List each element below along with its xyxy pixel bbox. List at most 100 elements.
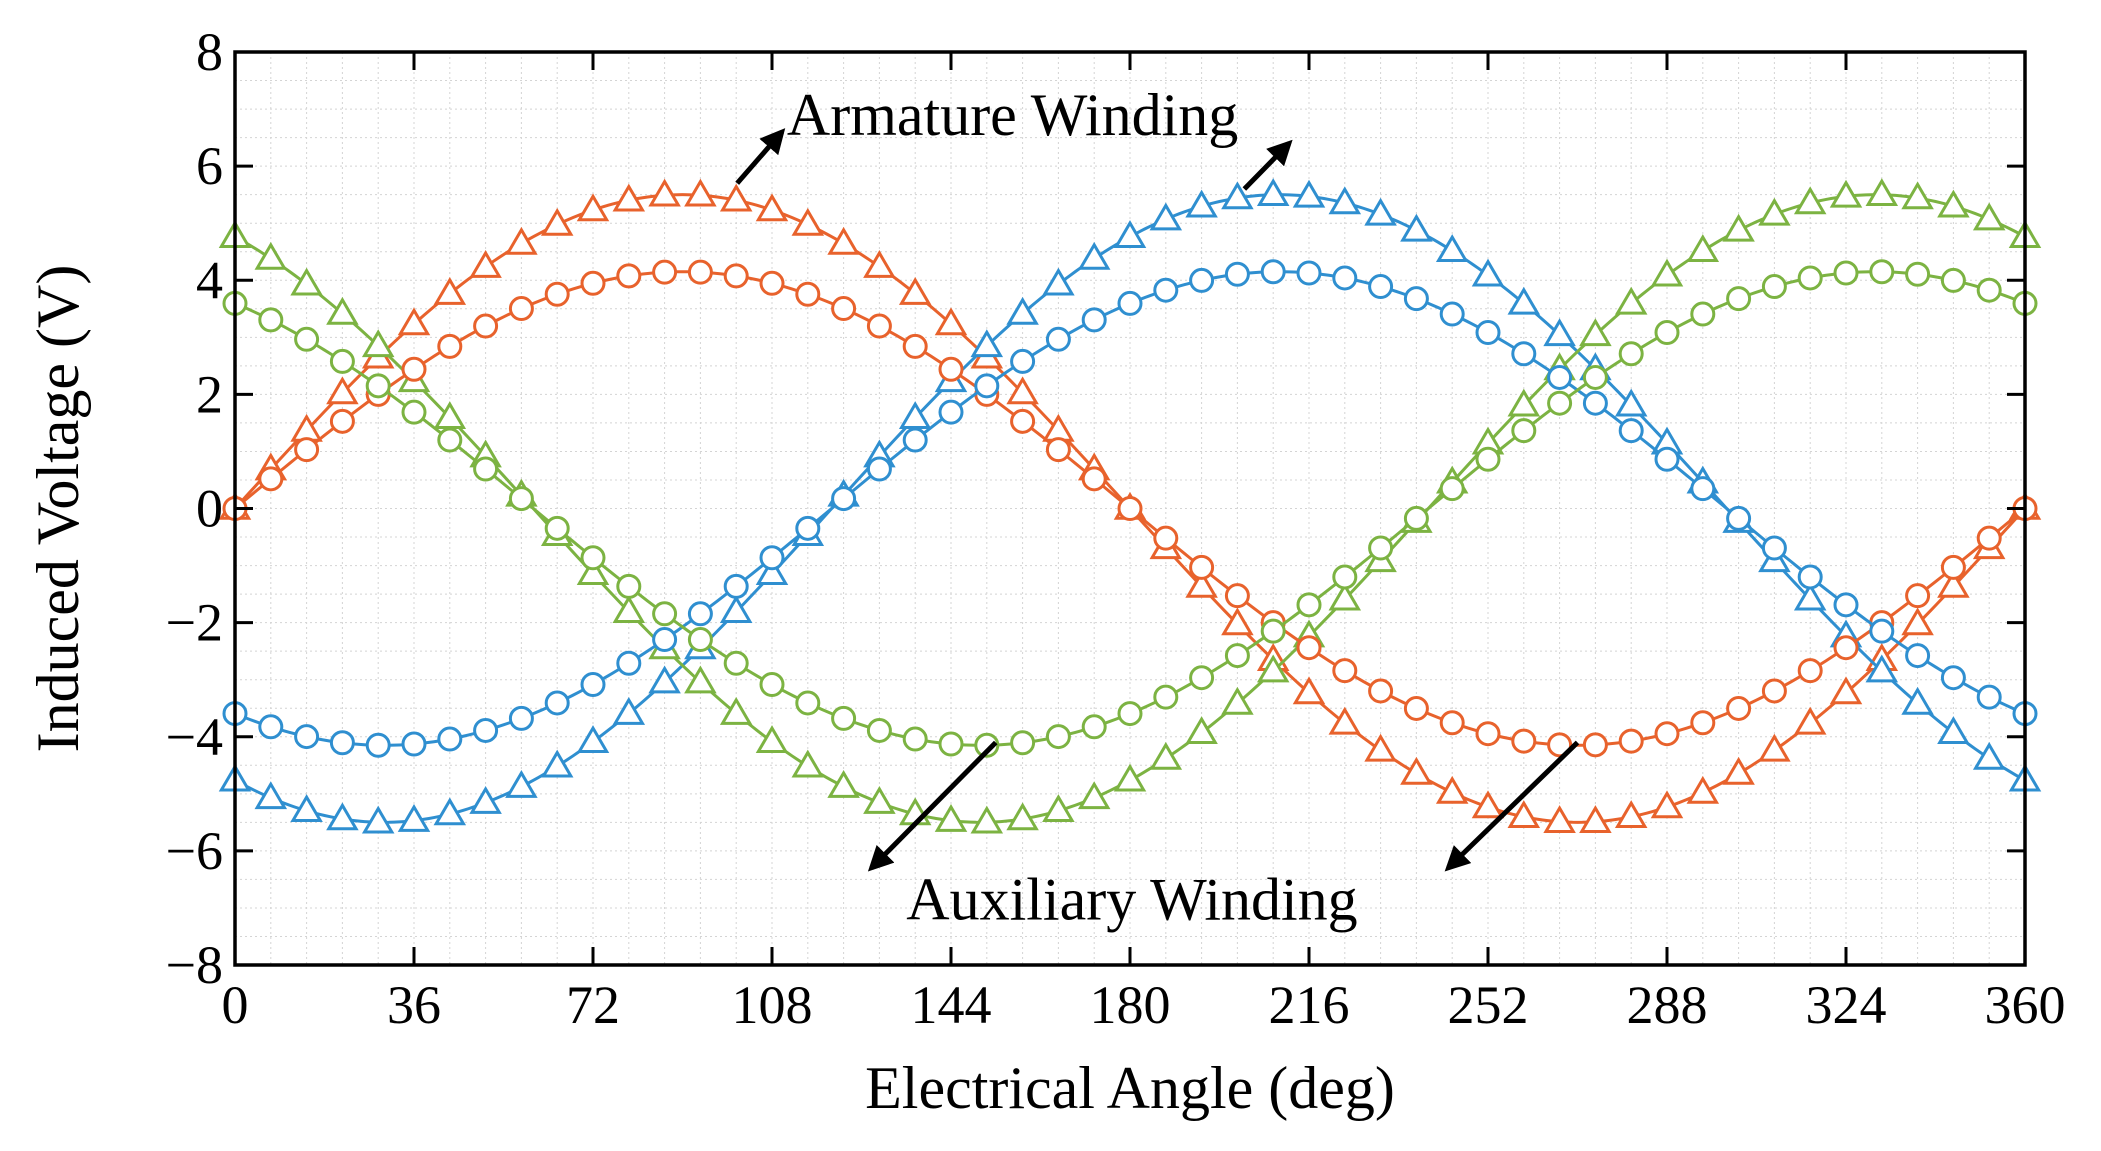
data-point-triangle — [361, 329, 395, 358]
x-tick-label: 72 — [566, 975, 620, 1035]
tick-labels: 0 36 72 108 144 180 216 252 288 324 360 −8 −6 −4 −2 0 2 4… — [166, 22, 2066, 1035]
data-point-circle — [866, 456, 892, 482]
data-point-triangle — [1865, 654, 1899, 683]
data-point-circle — [1081, 466, 1107, 492]
data-point-triangle — [576, 725, 610, 753]
data-point-circle — [1224, 261, 1250, 287]
data-point-triangle — [934, 307, 968, 336]
data-point-triangle — [469, 786, 502, 814]
data-point-circle — [1761, 274, 1787, 300]
data-point-circle — [1833, 260, 1859, 286]
data-point-triangle — [1185, 189, 1218, 218]
x-tick-label: 288 — [1627, 975, 1708, 1035]
data-point-circle — [1654, 320, 1680, 346]
x-tick-label: 180 — [1090, 975, 1171, 1035]
data-point-circle — [616, 263, 642, 289]
data-point-circle — [294, 326, 320, 352]
data-point-triangle — [1328, 186, 1362, 215]
data-point-circle — [329, 730, 355, 756]
data-point-triangle — [1579, 318, 1612, 347]
data-point-circle — [616, 650, 642, 676]
annotation-arrow — [867, 740, 998, 872]
y-tick-label: −2 — [166, 593, 223, 653]
data-point-circle — [1654, 721, 1680, 747]
data-point-triangle — [612, 595, 646, 623]
data-point-circle — [1976, 525, 2002, 551]
data-point-triangle — [1543, 318, 1576, 347]
data-point-circle — [1797, 564, 1823, 590]
data-point-triangle — [1077, 241, 1111, 270]
x-tick-label: 216 — [1269, 975, 1350, 1035]
data-point-triangle — [1507, 388, 1541, 417]
data-point-triangle — [1149, 202, 1183, 231]
data-point-triangle — [1901, 607, 1934, 636]
data-point-triangle — [648, 178, 681, 207]
data-point-circle — [1439, 710, 1465, 736]
data-point-circle — [938, 399, 964, 425]
data-point-triangle — [326, 802, 359, 831]
data-point-circle — [1833, 592, 1859, 618]
data-point-triangle — [1972, 202, 2006, 231]
series-auxiliary-7cb342 — [222, 259, 2038, 758]
data-point-circle — [1547, 390, 1573, 416]
data-point-triangle — [719, 595, 753, 623]
data-point-circle — [1797, 265, 1823, 291]
data-point-triangle — [361, 805, 395, 834]
data-point-triangle — [1077, 781, 1111, 810]
data-point-circle — [508, 486, 534, 512]
data-point-circle — [437, 427, 463, 453]
data-point-triangle — [1328, 582, 1362, 611]
data-point-circle — [795, 690, 821, 716]
annotation-arrow — [735, 128, 786, 185]
data-point-circle — [1905, 261, 1931, 287]
data-point-triangle — [1400, 756, 1433, 785]
data-point-triangle — [1471, 258, 1505, 287]
data-point-circle — [1045, 326, 1071, 352]
data-point-circle — [1045, 437, 1071, 463]
data-point-circle — [652, 627, 678, 653]
data-point-circle — [1976, 277, 2002, 303]
data-point-circle — [580, 270, 606, 296]
data-point-triangle — [1793, 186, 1827, 215]
data-point-circle — [1332, 265, 1358, 291]
data-point-circle — [1153, 277, 1179, 303]
data-point-circle — [1905, 643, 1931, 669]
data-point-triangle — [1758, 197, 1791, 226]
data-point-circle — [974, 373, 1000, 399]
data-point-circle — [401, 356, 427, 382]
data-point-triangle — [1113, 763, 1147, 792]
data-point-circle — [1296, 635, 1322, 661]
data-point-triangle — [719, 696, 753, 725]
data-point-triangle — [791, 207, 825, 236]
data-point-circle — [759, 671, 785, 697]
data-point-triangle — [1471, 790, 1505, 819]
data-point-circle — [1690, 476, 1716, 502]
data-point-circle — [365, 732, 391, 758]
data-point-triangle — [1614, 800, 1648, 829]
data-point-triangle — [1686, 775, 1720, 804]
data-point-circle — [1296, 592, 1322, 618]
data-point-circle — [508, 296, 534, 322]
annotations: Armature Winding Auxiliary Winding — [735, 82, 1580, 932]
data-point-triangle — [1865, 178, 1899, 206]
data-point-triangle — [1650, 258, 1684, 287]
data-point-triangle — [970, 329, 1004, 358]
x-axis-title: Electrical Angle (deg) — [865, 1055, 1395, 1121]
series-armature-7cb342 — [218, 178, 2042, 834]
data-point-triangle — [1149, 741, 1183, 770]
data-point-circle — [1117, 496, 1143, 521]
data-point-circle — [1726, 286, 1752, 312]
data-point-triangle — [1006, 376, 1039, 405]
annotation-label: Auxiliary Winding — [906, 866, 1357, 932]
data-point-triangle — [1221, 686, 1254, 715]
data-point-triangle — [505, 770, 538, 798]
data-point-triangle — [684, 178, 717, 207]
data-point-triangle — [397, 803, 431, 832]
data-point-circle — [1081, 714, 1107, 740]
data-point-circle — [1547, 364, 1573, 390]
data-point-triangle — [1937, 189, 1970, 218]
data-point-triangle — [433, 277, 467, 305]
data-point-triangle — [1579, 805, 1612, 833]
data-point-triangle — [1364, 197, 1397, 226]
data-point-circle — [1368, 535, 1394, 561]
